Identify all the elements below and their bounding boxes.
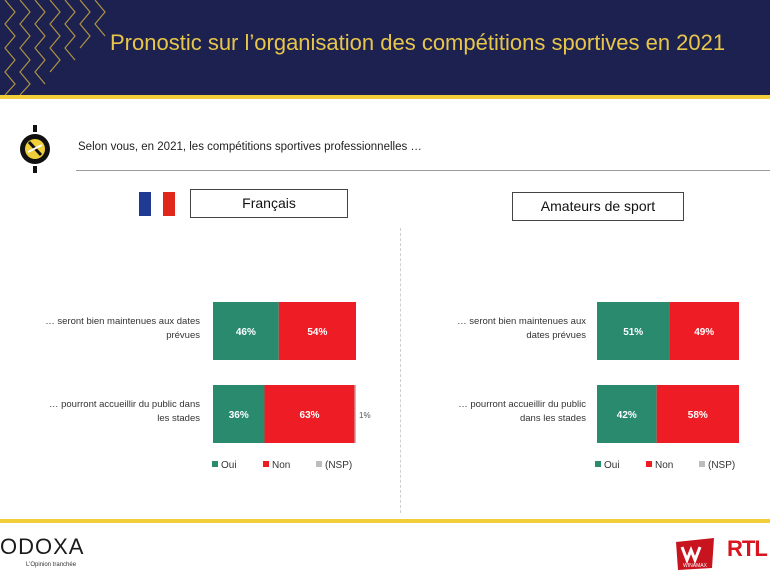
amateurs-legend-swatch-2 — [699, 461, 705, 467]
amateurs-category-label-1-0: … pourront accueillir du public — [458, 399, 586, 410]
amateurs-category-label-1-1: dans les stades — [520, 413, 586, 424]
francais-legend-swatch-2 — [316, 461, 322, 467]
svg-text:WINAMAX: WINAMAX — [683, 563, 708, 569]
francais-category-label-1-0: … pourront accueillir du public dans — [49, 399, 200, 410]
chart-amateurs: … seront bien maintenues aux dates prévue… — [457, 302, 739, 471]
amateurs-bar-non-1 — [656, 385, 739, 443]
amateurs-value-label-1-1: 58% — [688, 410, 708, 421]
section-title-amateurs: Amateurs de sport — [512, 192, 684, 221]
francais-legend-swatch-1 — [263, 461, 269, 467]
amateurs-legend-label-0: Oui — [604, 460, 620, 471]
francais-legend-label-2: (NSP) — [325, 460, 352, 471]
francais-bar-non-0 — [278, 302, 356, 360]
question-text: Selon vous, en 2021, les compétitions sp… — [78, 141, 422, 153]
francais-category-label-1-1: les stades — [157, 413, 200, 424]
rtl-logo: RTL — [727, 536, 768, 561]
amateurs-value-label-1-0: 49% — [694, 327, 714, 338]
winamax-logo: WINAMAX — [676, 538, 714, 570]
header-divider — [0, 95, 770, 99]
francais-value-label-1-0: 54% — [307, 327, 327, 338]
francais-bar-non-1 — [264, 385, 355, 443]
francais-legend-label-1: Non — [272, 460, 290, 471]
francais-legend-label-0: Oui — [221, 460, 237, 471]
amateurs-bar-non-0 — [669, 302, 739, 360]
amateurs-category-label-0-1: dates prévues — [526, 330, 586, 341]
question-divider — [76, 170, 770, 171]
francais-category-label-0-0: … seront bien maintenues aux dates — [45, 316, 200, 327]
amateurs-value-label-0-1: 42% — [617, 410, 637, 421]
header-banner: Pronostic sur l’organisation des compéti… — [0, 0, 770, 95]
odoxa-logo: ODOXA — [0, 534, 85, 559]
odoxa-tagline: L’Opinion tranchée — [26, 562, 77, 568]
amateurs-category-label-0-0: … seront bien maintenues aux — [457, 316, 586, 327]
francais-value-label-0-1: 36% — [229, 410, 249, 421]
page-title: Pronostic sur l’organisation des compéti… — [110, 30, 726, 55]
francais-category-label-0-1: prévues — [166, 330, 200, 341]
francais-bar-oui-1 — [213, 385, 265, 443]
section-title-francais: Français — [190, 189, 348, 218]
amateurs-legend-label-2: (NSP) — [708, 460, 735, 471]
amateurs-bar-oui-1 — [597, 385, 657, 443]
francais-value-label-0-0: 46% — [236, 327, 256, 338]
francais-bar-oui-0 — [213, 302, 279, 360]
amateurs-legend-swatch-0 — [595, 461, 601, 467]
francais-bar-nsp-1 — [354, 385, 356, 443]
section-divider — [400, 228, 401, 513]
footer-divider — [0, 519, 770, 523]
french-flag-icon — [139, 192, 177, 216]
francais-value-label-2-1: 1% — [359, 411, 371, 420]
amateurs-legend-label-1: Non — [655, 460, 673, 471]
chart-francais: … seront bien maintenues aux dates prévue… — [45, 302, 371, 471]
coin-question-icon — [20, 125, 50, 173]
francais-legend-swatch-0 — [212, 461, 218, 467]
amateurs-bar-oui-0 — [597, 302, 670, 360]
francais-value-label-1-1: 63% — [300, 410, 320, 421]
header-pattern-icon — [4, 0, 106, 95]
amateurs-legend-swatch-1 — [646, 461, 652, 467]
amateurs-value-label-0-0: 51% — [623, 327, 643, 338]
